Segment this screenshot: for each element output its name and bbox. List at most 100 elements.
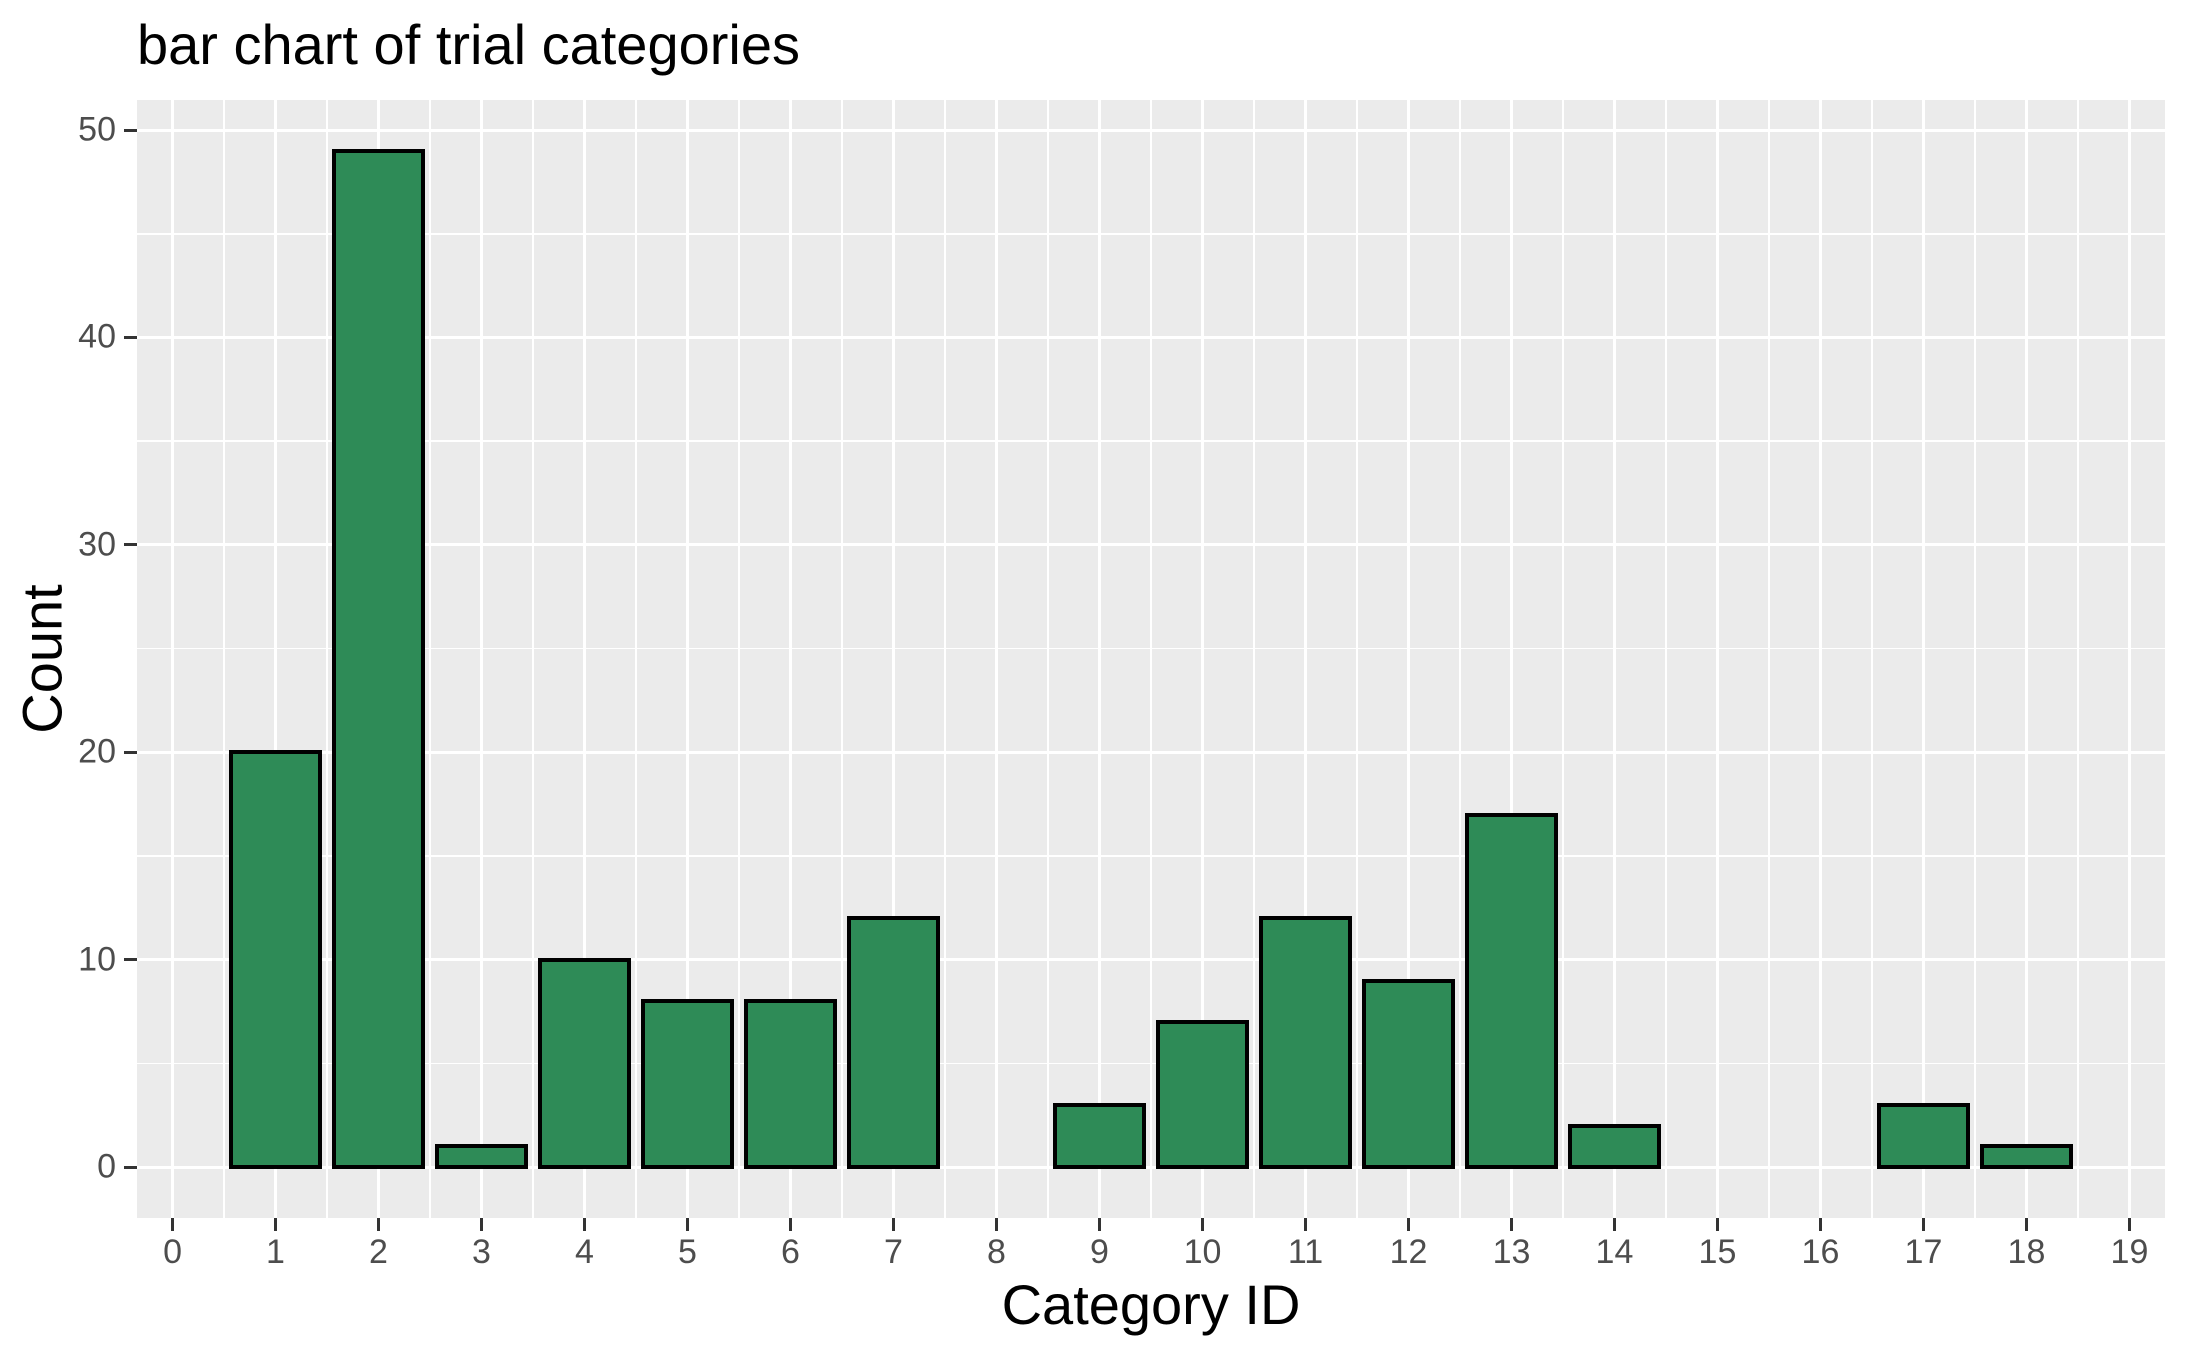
- minor-gridline-vertical: [532, 100, 534, 1218]
- major-gridline-vertical: [2127, 100, 2131, 1218]
- x-axis-tick: [2127, 1218, 2131, 1231]
- major-gridline-vertical: [1921, 100, 1925, 1218]
- x-tick-label: 6: [781, 1233, 800, 1271]
- major-gridline-vertical: [892, 100, 895, 1218]
- x-tick-label: 19: [2110, 1233, 2149, 1271]
- major-gridline-vertical: [995, 100, 998, 1218]
- major-gridline-vertical: [1406, 100, 1410, 1218]
- y-tick-label: 10: [78, 940, 116, 979]
- major-gridline-vertical: [686, 100, 690, 1218]
- x-axis-tick: [892, 1218, 895, 1231]
- bar-category-7: [847, 916, 940, 1170]
- y-tick-label: 30: [78, 525, 116, 564]
- x-axis-tick: [1406, 1218, 1410, 1231]
- y-axis-tick: [124, 128, 137, 132]
- x-tick-label: 8: [987, 1233, 1006, 1271]
- major-gridline-vertical: [1509, 100, 1513, 1218]
- minor-gridline-vertical: [2077, 100, 2079, 1218]
- y-axis-tick: [124, 958, 137, 962]
- x-tick-label: 10: [1183, 1233, 1222, 1271]
- minor-gridline-vertical: [1768, 100, 1770, 1218]
- minor-gridline-horizontal: [137, 440, 2165, 442]
- x-axis-tick: [274, 1218, 278, 1231]
- y-tick-label: 50: [78, 110, 116, 149]
- x-axis-tick: [686, 1218, 690, 1231]
- minor-gridline-horizontal: [137, 855, 2165, 857]
- major-gridline-vertical: [1098, 100, 1101, 1218]
- minor-gridline-horizontal: [137, 233, 2165, 235]
- minor-gridline-vertical: [944, 100, 946, 1218]
- minor-gridline-vertical: [1665, 100, 1667, 1218]
- x-axis-tick: [1715, 1218, 1719, 1231]
- minor-gridline-vertical: [1459, 100, 1461, 1218]
- minor-gridline-vertical: [1871, 100, 1873, 1218]
- x-tick-label: 1: [266, 1233, 285, 1271]
- y-tick-label: 40: [78, 317, 116, 356]
- major-gridline-vertical: [1715, 100, 1719, 1218]
- major-gridline-vertical: [1200, 100, 1204, 1218]
- major-gridline-vertical: [1612, 100, 1616, 1218]
- x-axis-tick: [1612, 1218, 1616, 1231]
- major-gridline-vertical: [2024, 100, 2028, 1218]
- x-axis-tick: [583, 1218, 587, 1231]
- minor-gridline-vertical: [326, 100, 328, 1218]
- minor-gridline-vertical: [1047, 100, 1049, 1218]
- x-axis-tick: [171, 1218, 175, 1231]
- bar-category-14: [1568, 1123, 1661, 1170]
- minor-gridline-vertical: [635, 100, 637, 1218]
- y-axis-tick: [124, 335, 137, 339]
- bar-category-9: [1053, 1102, 1146, 1170]
- minor-gridline-vertical: [223, 100, 225, 1218]
- x-axis-tick: [1098, 1218, 1101, 1231]
- bar-category-17: [1877, 1102, 1970, 1170]
- bar-category-2: [332, 148, 425, 1170]
- minor-gridline-vertical: [1974, 100, 1976, 1218]
- x-tick-label: 18: [2007, 1233, 2046, 1271]
- y-tick-label: 0: [97, 1147, 116, 1186]
- y-axis-title: Count: [10, 584, 74, 734]
- plot-panel: [137, 100, 2165, 1218]
- y-tick-label: 20: [78, 732, 116, 771]
- minor-gridline-vertical: [1356, 100, 1358, 1218]
- minor-gridline-horizontal: [137, 1062, 2165, 1065]
- minor-gridline-vertical: [1562, 100, 1564, 1218]
- minor-gridline-vertical: [841, 100, 843, 1218]
- bar-category-10: [1156, 1019, 1249, 1170]
- major-gridline-horizontal: [137, 1165, 2165, 1169]
- x-tick-label: 9: [1090, 1233, 1109, 1271]
- x-axis-tick: [480, 1218, 484, 1231]
- x-tick-label: 13: [1492, 1233, 1531, 1271]
- chart-title: bar chart of trial categories: [137, 13, 800, 76]
- x-axis-tick: [377, 1218, 381, 1231]
- bar-category-11: [1259, 916, 1352, 1170]
- major-gridline-vertical: [583, 100, 587, 1218]
- major-gridline-vertical: [480, 100, 484, 1218]
- minor-gridline-horizontal: [137, 647, 2165, 650]
- x-axis-tick: [1303, 1218, 1307, 1231]
- x-tick-label: 14: [1595, 1233, 1634, 1271]
- x-tick-label: 0: [163, 1233, 182, 1271]
- x-axis-tick: [995, 1218, 998, 1231]
- y-axis-tick: [124, 750, 137, 754]
- major-gridline-vertical: [171, 100, 175, 1218]
- y-axis-tick: [124, 543, 137, 547]
- major-gridline-horizontal: [137, 335, 2165, 339]
- major-gridline-horizontal: [137, 958, 2165, 962]
- x-tick-label: 5: [678, 1233, 697, 1271]
- x-tick-label: 4: [575, 1233, 594, 1271]
- major-gridline-horizontal: [137, 128, 2165, 132]
- bar-category-4: [538, 957, 631, 1170]
- bar-category-1: [229, 750, 322, 1170]
- major-gridline-horizontal: [137, 750, 2165, 754]
- x-tick-label: 17: [1904, 1233, 1943, 1271]
- major-gridline-vertical: [789, 100, 792, 1218]
- x-tick-label: 3: [472, 1233, 491, 1271]
- x-tick-label: 12: [1389, 1233, 1428, 1271]
- minor-gridline-vertical: [738, 100, 740, 1218]
- x-tick-label: 7: [884, 1233, 903, 1271]
- minor-gridline-vertical: [1253, 100, 1255, 1218]
- x-tick-label: 16: [1801, 1233, 1840, 1271]
- x-axis-tick: [1921, 1218, 1925, 1231]
- major-gridline-vertical: [1303, 100, 1307, 1218]
